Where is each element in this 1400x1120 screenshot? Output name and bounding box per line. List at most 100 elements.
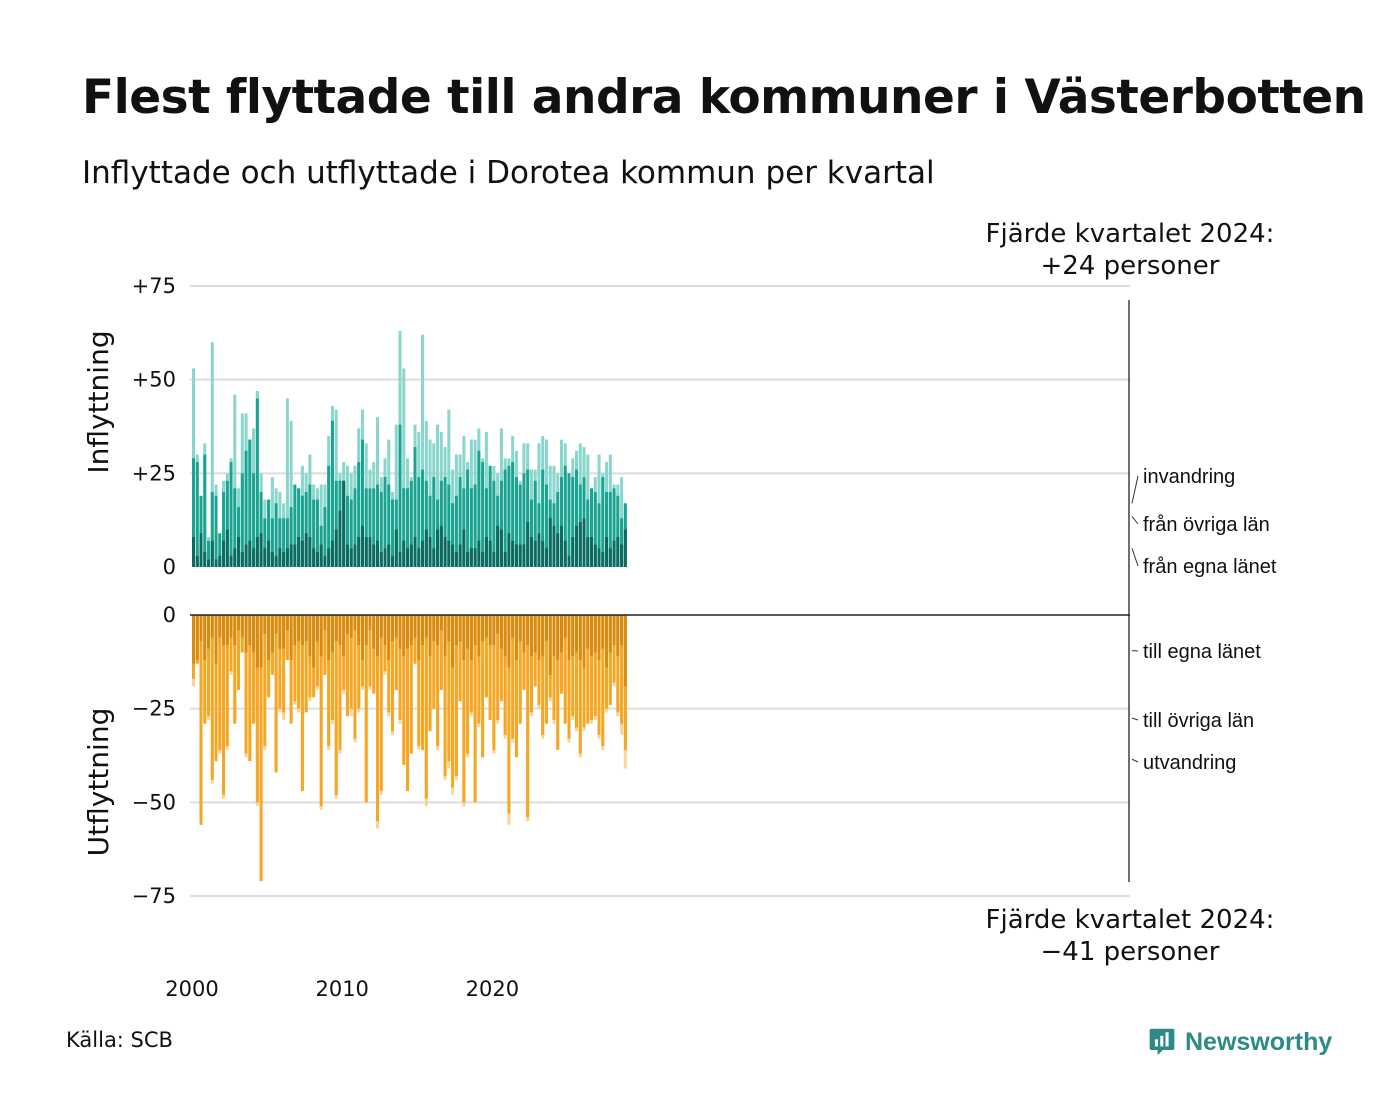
bar-out-own-county bbox=[612, 615, 616, 645]
bar-out-other-counties bbox=[552, 615, 556, 720]
bar-out-own-county bbox=[526, 615, 530, 645]
bar-out-other-counties bbox=[391, 615, 395, 732]
bar-in-other-counties bbox=[240, 473, 244, 567]
chart-title: Flest flyttade till andra kommuner i Väs… bbox=[82, 70, 1366, 125]
bar-in-other-counties bbox=[432, 477, 436, 567]
bar-out-other-counties bbox=[529, 615, 533, 713]
bar-in-other-counties bbox=[575, 469, 579, 567]
bar-out-own-county bbox=[466, 615, 470, 649]
lower-axis-title: Utflyttning bbox=[82, 708, 115, 857]
bar-out-other-counties bbox=[507, 615, 511, 814]
bar-in-own-county bbox=[443, 537, 447, 567]
bar-in-other-counties bbox=[526, 469, 530, 567]
bar-out-own-county bbox=[259, 615, 263, 668]
bar-out-own-county bbox=[571, 615, 575, 657]
bar-out-other-counties bbox=[315, 615, 319, 687]
bar-out-own-county bbox=[391, 615, 395, 642]
bar-in-other-counties bbox=[481, 462, 485, 567]
bar-out-own-county bbox=[417, 615, 421, 660]
axis-ticks: 0 +25 +50 +75 0 −25 −50 −75 2000 2010 2020 bbox=[132, 274, 519, 1001]
bar-out-own-county bbox=[421, 615, 425, 645]
bar-out-other-counties bbox=[364, 615, 368, 803]
bar-in-other-counties bbox=[597, 503, 601, 567]
bar-in-own-county bbox=[368, 537, 372, 567]
bar-out-own-county bbox=[578, 615, 582, 660]
bar-in-own-county bbox=[511, 540, 515, 567]
bar-in-own-county bbox=[402, 540, 406, 567]
bar-in-own-county bbox=[458, 544, 462, 567]
bar-in-other-counties bbox=[511, 462, 515, 567]
bar-out-own-county bbox=[252, 615, 256, 653]
bar-out-own-county bbox=[225, 615, 229, 645]
bar-out-other-counties bbox=[327, 615, 331, 747]
bar-in-own-county bbox=[616, 537, 620, 567]
bar-out-other-counties bbox=[402, 615, 406, 765]
bar-out-own-county bbox=[597, 615, 601, 660]
bar-in-own-county bbox=[248, 540, 252, 567]
bar-in-own-county bbox=[473, 548, 477, 567]
bar-out-own-county bbox=[357, 615, 361, 645]
bar-out-own-county bbox=[218, 615, 222, 638]
bar-out-own-county bbox=[593, 615, 597, 653]
bar-in-other-counties bbox=[593, 492, 597, 567]
bar-out-own-county bbox=[364, 615, 368, 645]
bar-in-own-county bbox=[406, 548, 410, 567]
bar-in-own-county bbox=[218, 555, 222, 567]
bar-out-own-county bbox=[518, 615, 522, 642]
lower-gridlines bbox=[190, 707, 1130, 897]
bar-out-own-county bbox=[192, 615, 195, 664]
bar-in-own-county bbox=[364, 537, 368, 567]
bar-out-own-county bbox=[473, 615, 477, 645]
bar-in-own-county bbox=[462, 529, 466, 567]
bar-out-own-county bbox=[541, 615, 545, 657]
bar-out-other-counties bbox=[563, 615, 567, 724]
bar-out-other-counties bbox=[334, 615, 338, 795]
bar-out-own-county bbox=[563, 615, 567, 638]
bar-out-other-counties bbox=[499, 615, 503, 702]
bar-in-other-counties bbox=[518, 484, 522, 567]
bar-out-other-counties bbox=[439, 615, 443, 690]
bar-out-own-county bbox=[458, 615, 462, 642]
bar-out-other-counties bbox=[590, 615, 594, 720]
bar-in-other-counties bbox=[417, 477, 421, 567]
bar-out-other-counties bbox=[496, 615, 500, 720]
bar-in-own-county bbox=[244, 544, 248, 567]
bar-out-other-counties bbox=[255, 615, 259, 803]
bar-in-own-county bbox=[578, 522, 582, 567]
bar-out-own-county bbox=[229, 615, 233, 638]
bar-out-other-counties bbox=[466, 615, 470, 754]
bar-out-own-county bbox=[556, 615, 560, 660]
bar-in-own-county bbox=[259, 533, 263, 567]
bar-out-own-county bbox=[278, 615, 282, 649]
bar-out-other-counties bbox=[571, 615, 575, 717]
bar-in-own-county bbox=[488, 540, 492, 567]
bar-out-own-county bbox=[507, 615, 511, 668]
bar-in-own-county bbox=[529, 537, 533, 567]
bar-out-other-counties bbox=[421, 615, 425, 750]
bar-in-own-county bbox=[282, 552, 286, 567]
bar-out-own-county bbox=[244, 615, 248, 653]
bar-out-own-county bbox=[496, 615, 500, 634]
bar-in-other-counties bbox=[357, 462, 361, 567]
bar-out-own-county bbox=[499, 615, 503, 649]
bar-in-other-counties bbox=[323, 507, 327, 567]
bar-out-own-county bbox=[481, 615, 485, 642]
bar-out-own-county bbox=[451, 615, 455, 668]
bar-in-own-county bbox=[360, 525, 364, 567]
bar-out-other-counties bbox=[214, 615, 218, 762]
bar-in-other-counties bbox=[439, 480, 443, 567]
bar-in-other-counties bbox=[454, 495, 458, 567]
bar-in-immigration bbox=[394, 424, 398, 567]
bar-out-other-counties bbox=[567, 615, 571, 739]
bar-out-own-county bbox=[432, 615, 436, 642]
bar-out-other-counties bbox=[244, 615, 248, 754]
bar-in-own-county bbox=[387, 544, 391, 567]
bar-in-own-county bbox=[466, 552, 470, 567]
bar-out-own-county bbox=[447, 615, 451, 642]
bar-out-own-county bbox=[360, 615, 364, 660]
bar-out-other-counties bbox=[608, 615, 612, 705]
bar-in-other-counties bbox=[466, 469, 470, 567]
bar-in-own-county bbox=[304, 533, 308, 567]
bar-in-other-counties bbox=[458, 477, 462, 567]
bar-in-own-county bbox=[518, 544, 522, 567]
